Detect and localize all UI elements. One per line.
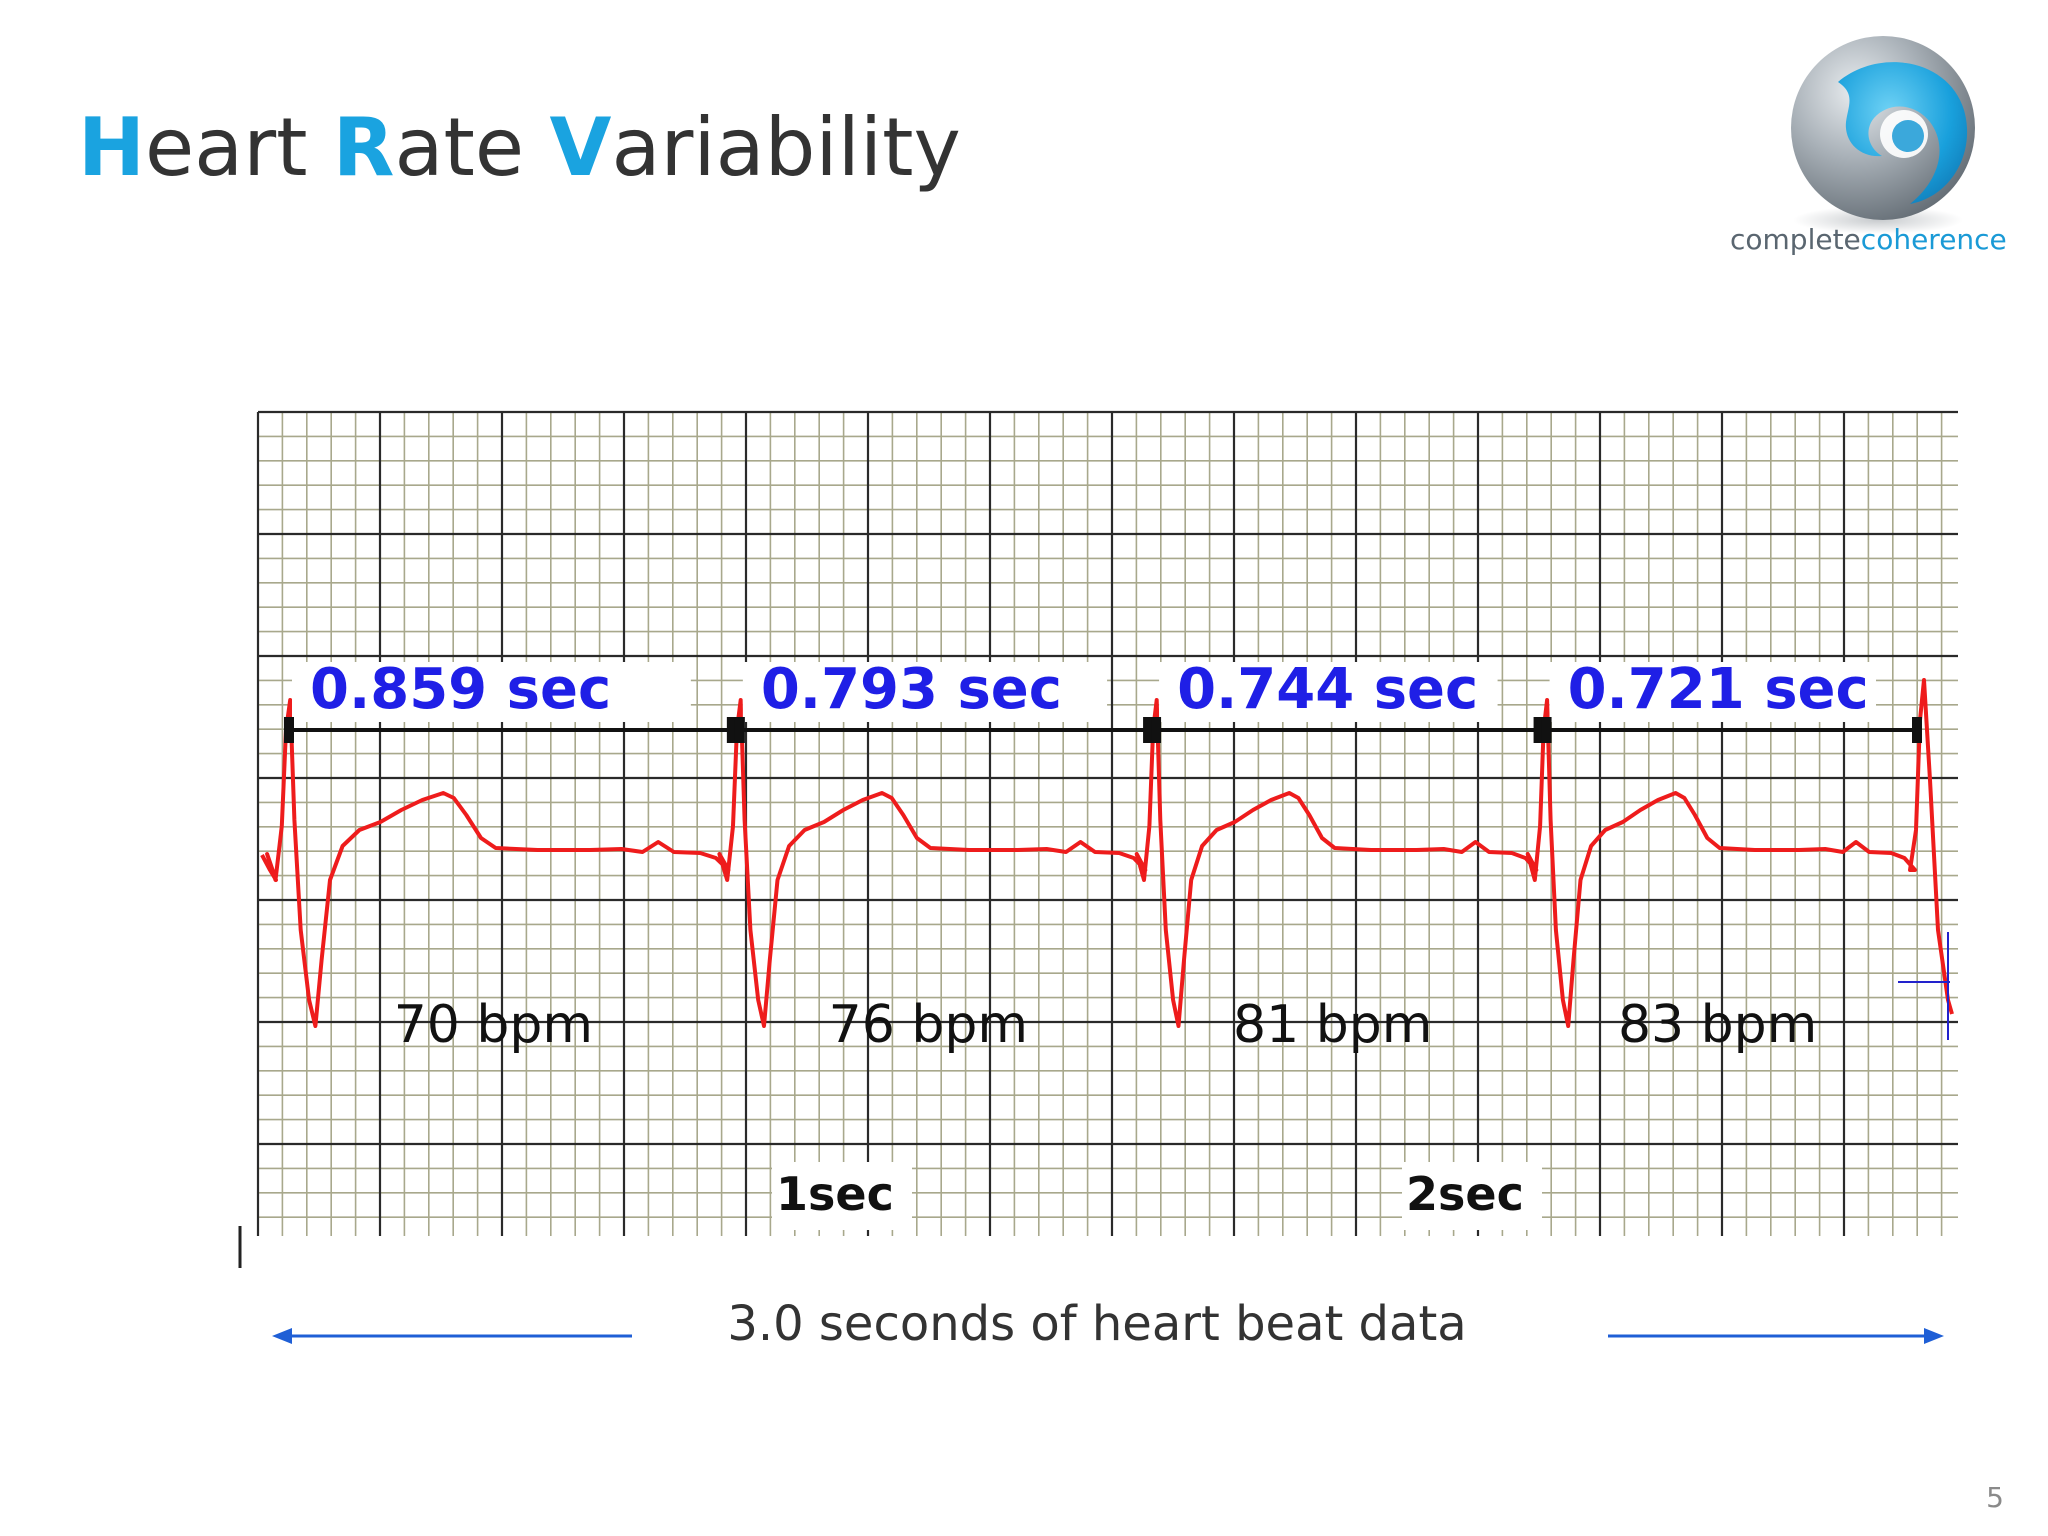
interval-end-cap [1533, 717, 1544, 743]
logo-sphere-icon [1791, 36, 1975, 234]
ecg-labels: 0.859 sec 70 bpm 0.793 sec 76 bpm 0.744 sec 8… [310, 657, 1950, 1230]
slide-title: Heart Rate Variability [78, 108, 961, 188]
interval-label: 0.721 sec [1568, 657, 1869, 722]
title-initial-v: V [549, 101, 612, 194]
left-arrow-icon [272, 1328, 292, 1344]
interval-label: 0.793 sec [761, 657, 1062, 722]
interval-start-cap [284, 717, 294, 743]
bpm-label: 83 bpm [1618, 995, 1817, 1055]
caption-duration: 3.0 seconds of heart beat data [727, 1296, 1467, 1352]
interval-label: 0.744 sec [1177, 657, 1478, 722]
logo-word-coherence: coherence [1860, 223, 2007, 256]
title-rest-variability: ariability [611, 101, 961, 194]
logo-word-complete: complete [1730, 223, 1861, 256]
interval-start-cap [1541, 717, 1552, 743]
interval-label: 0.859 sec [310, 657, 611, 722]
interval-start-cap [734, 717, 745, 743]
right-arrow-icon [1924, 1328, 1944, 1344]
time-marker-bg [772, 1162, 912, 1230]
complete-coherence-logo: completecoherence [1728, 30, 2028, 270]
interval-start-cap [1151, 717, 1162, 743]
interval-end-cap [1912, 717, 1922, 743]
title-rest-heart: eart [144, 101, 333, 194]
bpm-label: 76 bpm [829, 995, 1028, 1055]
title-initial-h: H [78, 101, 145, 194]
duration-arrows [272, 1328, 1944, 1344]
interval-label-bg [742, 662, 1108, 722]
bpm-label: 70 bpm [394, 995, 593, 1055]
grid-background [258, 412, 1958, 1236]
page-number: 5 [1986, 1481, 2004, 1514]
ecg-interval-markers [284, 662, 1922, 743]
interval-label-bg [1549, 662, 1876, 722]
time-marker-label: 2sec [1406, 1167, 1524, 1221]
interval-label-bg [292, 662, 691, 722]
time-marker-bg [1402, 1162, 1542, 1230]
interval-end-cap [726, 717, 737, 743]
ecg-waveform-line [260, 678, 1954, 1028]
time-marker-label: 1sec [776, 1167, 894, 1221]
ecg-trace [260, 678, 1954, 1028]
interval-label-bg [1159, 662, 1498, 722]
interval-end-cap [1143, 717, 1154, 743]
title-rest-rate: ate [394, 101, 550, 194]
ecg-grid-paper [238, 410, 1958, 1268]
title-initial-r: R [332, 101, 395, 194]
bpm-label: 81 bpm [1233, 995, 1432, 1055]
logo-wordmark: completecoherence [1730, 226, 2007, 254]
